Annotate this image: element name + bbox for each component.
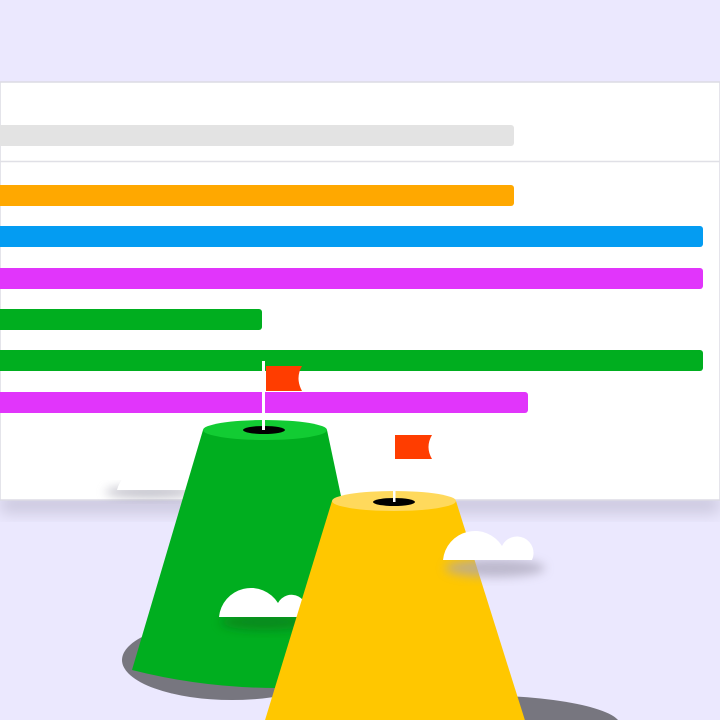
panel-card xyxy=(0,81,720,501)
list-panel xyxy=(0,81,720,501)
header-placeholder-bar xyxy=(0,125,514,146)
flag-icon xyxy=(395,435,432,459)
list-row-bar xyxy=(0,350,703,371)
cloud-shadow xyxy=(220,614,310,630)
cloud-icon xyxy=(117,465,202,490)
list-row-bar xyxy=(0,309,262,330)
flag-pole xyxy=(262,361,265,430)
flag-pole xyxy=(393,490,396,502)
cloud-shadow xyxy=(445,559,545,577)
flag-icon xyxy=(266,366,302,391)
list-row-bar xyxy=(0,226,703,247)
list-row-bar xyxy=(0,185,514,206)
cloud-icon xyxy=(219,587,307,617)
cloud-icon xyxy=(443,530,534,560)
list-row-bar xyxy=(0,268,703,289)
